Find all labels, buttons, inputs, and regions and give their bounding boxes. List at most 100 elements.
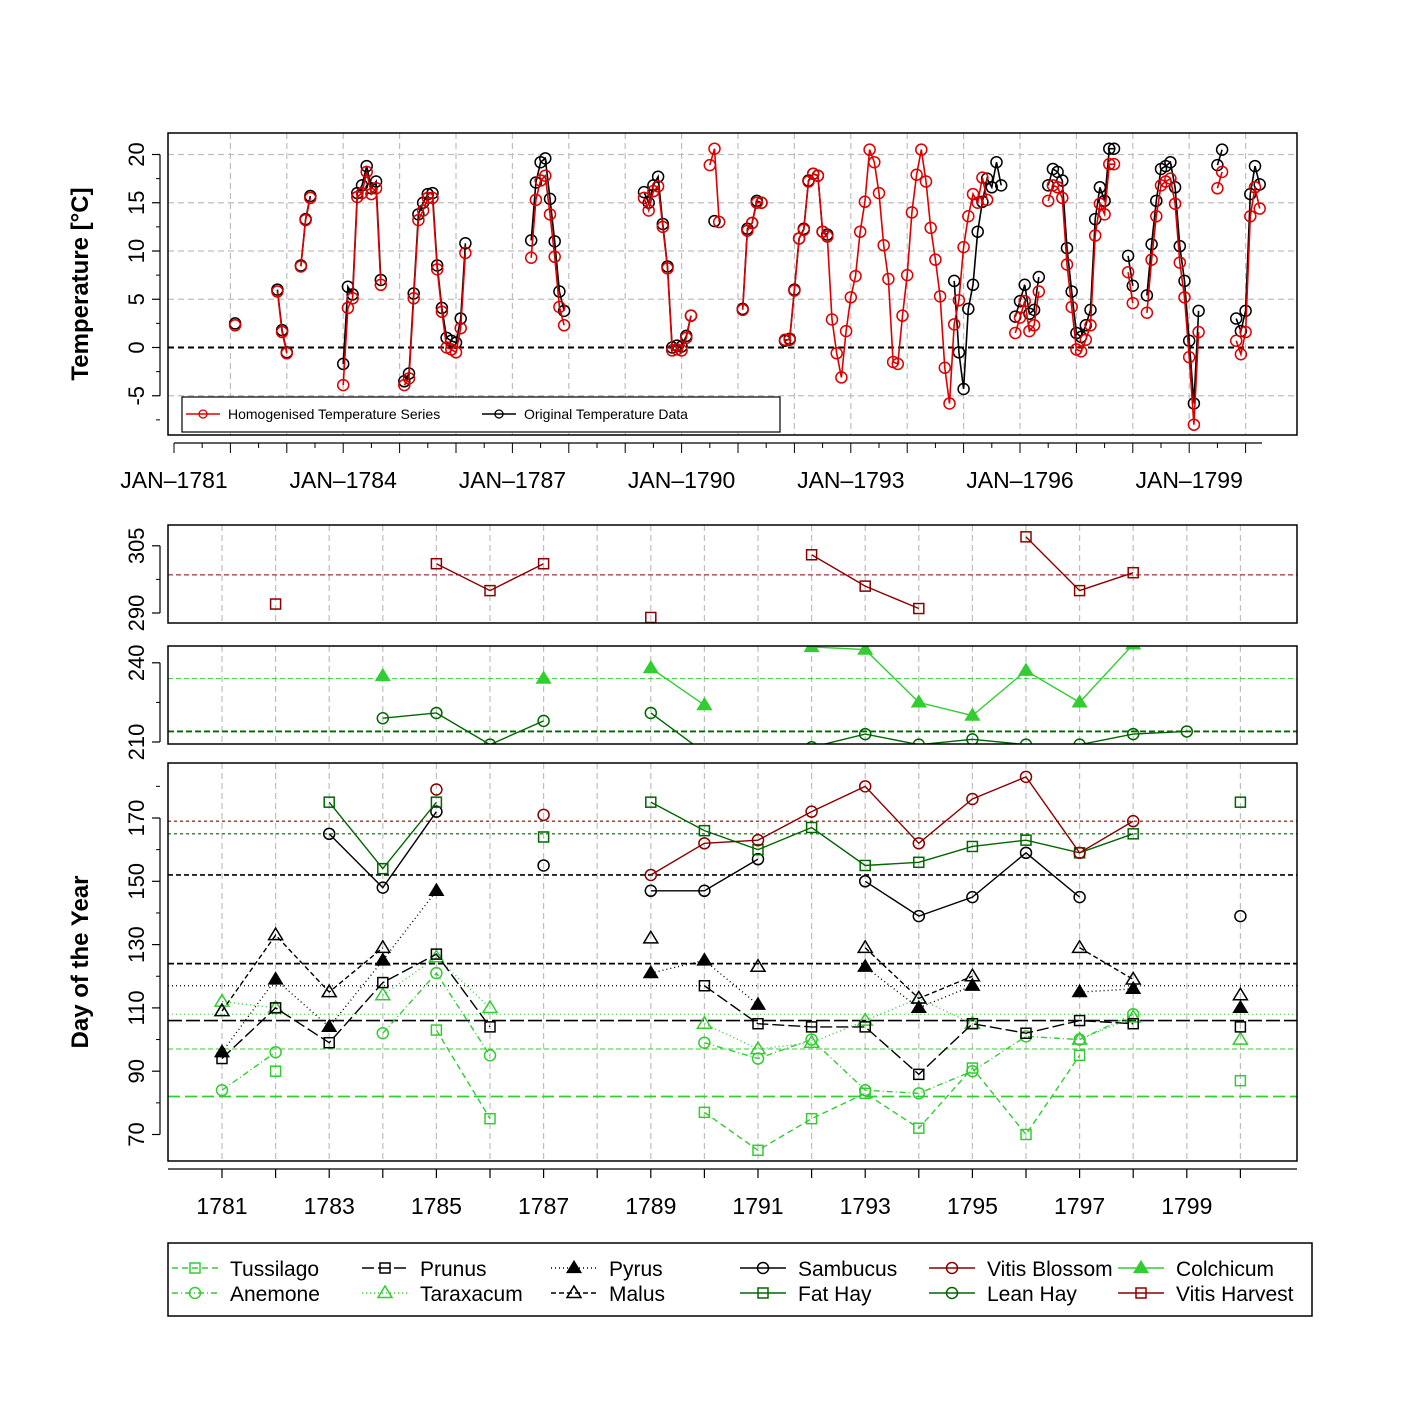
phenology-y-tick-label: 90 — [124, 1059, 149, 1083]
temp-legend-label: Original Temperature Data — [524, 406, 688, 422]
phenology-point — [1232, 1031, 1249, 1045]
temp-point — [1079, 333, 1093, 347]
temp-point — [1107, 142, 1121, 155]
hay-point — [376, 711, 390, 725]
phenology-panel: 70 90 110 130 150 170 Day of the Year 1781 1783 1… — [67, 762, 1298, 1219]
temp-point — [280, 347, 294, 360]
phenology-x-tick-label: 1785 — [411, 1193, 462, 1219]
hay-point — [1126, 727, 1140, 741]
temp-point — [430, 263, 444, 276]
temp-series-line — [300, 197, 312, 267]
phenology-point — [752, 843, 764, 856]
temp-point — [952, 293, 966, 307]
temp-point — [1187, 418, 1201, 431]
hay-point — [699, 747, 710, 758]
temp-y-tick-label: 20 — [124, 142, 149, 166]
phenology-series-line — [1079, 1016, 1134, 1041]
hay-point — [803, 646, 820, 653]
phenology-point — [1232, 986, 1249, 1001]
phenology-series-line — [435, 1029, 491, 1120]
temp-point — [1150, 210, 1163, 223]
phenology-series-line — [703, 1054, 1081, 1152]
temp-point — [962, 302, 975, 316]
phenology-x-tick-label: 1795 — [947, 1193, 998, 1219]
temp-point — [459, 246, 472, 260]
phenology-point — [537, 859, 550, 872]
temp-point — [797, 223, 811, 237]
legend-label: Tussilago — [230, 1258, 319, 1281]
phenology-point — [1073, 1033, 1086, 1046]
phenology-x-tick-label: 1799 — [1161, 1193, 1212, 1219]
temp-point — [980, 193, 994, 207]
phenology-point — [805, 821, 818, 834]
temp-point — [680, 331, 693, 345]
temp-point — [416, 204, 430, 217]
temp-point — [543, 192, 557, 206]
phenology-series-line — [703, 985, 1134, 1076]
temp-point — [360, 159, 373, 173]
hay-point — [966, 733, 979, 744]
temp-point — [1229, 312, 1243, 325]
phenology-point — [805, 1021, 818, 1033]
temp-point — [374, 278, 388, 292]
phenology-point — [856, 939, 874, 954]
temp-point — [228, 319, 242, 332]
phenology-point — [698, 837, 711, 850]
temp-point — [1168, 197, 1182, 210]
legend-label: Sambucus — [798, 1258, 897, 1281]
temp-point — [435, 305, 449, 319]
phenology-x-tick-label: 1793 — [840, 1193, 891, 1219]
phenology-series-line — [864, 851, 1081, 917]
hay-point — [430, 706, 443, 720]
hay-plot-area — [168, 646, 1297, 758]
phenology-point — [966, 890, 979, 904]
phenology-point — [749, 996, 767, 1010]
phenology-point — [912, 909, 926, 923]
phenology-point — [1234, 1021, 1247, 1033]
phenology-point — [213, 993, 231, 1007]
phenology-point — [1124, 970, 1142, 985]
phenology-point — [430, 805, 443, 818]
temp-point — [933, 290, 947, 303]
temp-point — [1248, 159, 1262, 173]
temp-point — [539, 152, 552, 165]
temp-point — [994, 179, 1008, 192]
phenology-point — [481, 999, 499, 1014]
temp-point — [1098, 208, 1111, 221]
temp-point — [1093, 181, 1107, 194]
temp-series-line — [530, 156, 565, 312]
temp-point — [868, 155, 881, 169]
temp-point — [1192, 304, 1205, 318]
hay-frame — [167, 645, 1298, 745]
phenology-point — [213, 1044, 231, 1058]
phenology-point — [913, 1068, 925, 1081]
phenology-point — [859, 1021, 871, 1033]
phenology-point — [751, 852, 765, 866]
temp-point — [553, 300, 566, 314]
legend-label: Vitis Blossom — [987, 1258, 1113, 1281]
temp-point — [651, 170, 665, 183]
temp-point — [1018, 294, 1031, 308]
hay-series-line — [821, 730, 1187, 744]
phenology-series-line — [221, 1000, 276, 1009]
phenology-point — [910, 989, 928, 1004]
phenology-point — [374, 952, 391, 966]
phenology-point — [1019, 846, 1033, 860]
temp-series-line — [403, 197, 467, 386]
hay-point — [858, 727, 872, 741]
phenology-point — [698, 1036, 711, 1049]
hay-point — [912, 738, 926, 744]
temp-point — [1121, 265, 1135, 279]
phenology-point — [1071, 1031, 1088, 1045]
phenology-point — [805, 1033, 818, 1046]
phenology-point — [1234, 909, 1247, 923]
temp-point — [1032, 270, 1046, 284]
temp-series-line — [1146, 177, 1200, 425]
harvest-point — [537, 557, 550, 570]
temp-point — [412, 213, 425, 227]
temp-point — [788, 284, 801, 297]
temp-y-tick-label: 10 — [124, 239, 149, 263]
phenology-point — [537, 831, 550, 843]
phenology-point — [805, 805, 818, 818]
